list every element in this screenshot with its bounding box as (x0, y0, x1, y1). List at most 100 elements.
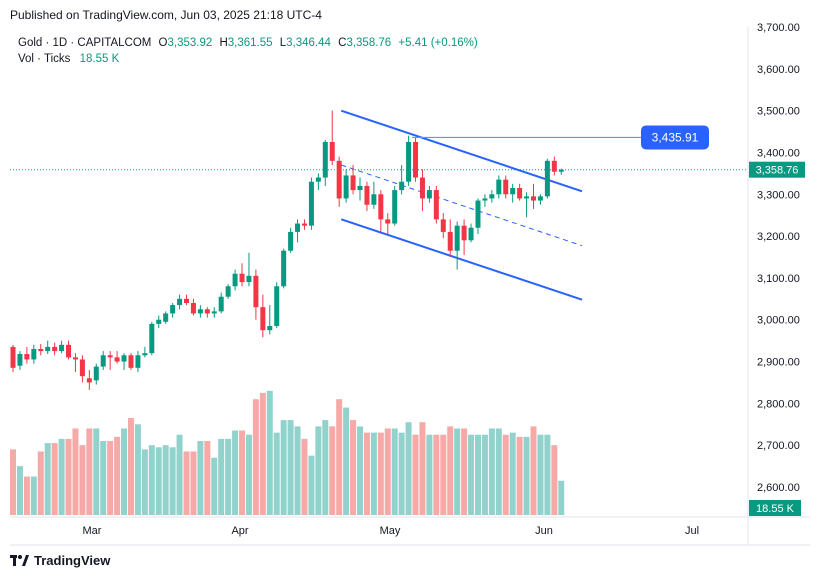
volume-bar (384, 428, 391, 515)
candle-body (426, 190, 432, 199)
low-value: 3,346.44 (286, 37, 331, 49)
y-tick-label: 3,000.00 (757, 315, 800, 327)
volume-bar (343, 407, 350, 515)
annotation-label-box (641, 125, 709, 150)
candle-body (274, 286, 280, 326)
volume-bar (245, 434, 252, 515)
volume-bar (315, 426, 322, 515)
tradingview-logo[interactable]: TradingView (10, 553, 110, 568)
volume-bar (72, 428, 79, 515)
volume-bar (558, 480, 565, 515)
volume-bar (114, 436, 121, 515)
volume-bar (107, 441, 114, 515)
candle-body (551, 160, 557, 172)
candle-body (371, 194, 377, 205)
candle-body (246, 275, 252, 283)
candle-body (149, 323, 155, 354)
candle-body (10, 346, 16, 368)
candle-body (517, 188, 523, 199)
volume-bar (440, 434, 447, 515)
candle-body (496, 179, 502, 195)
volume-bar (544, 434, 551, 515)
volume-bar (100, 441, 107, 515)
x-tick-label: Apr (231, 525, 248, 537)
volume-bar (516, 436, 523, 515)
volume-bar (537, 434, 544, 515)
volume-bar (502, 434, 509, 515)
volume-bar (357, 426, 363, 515)
volume-bar (273, 432, 280, 515)
candle-body (79, 359, 85, 377)
channel-mid-line (341, 164, 583, 247)
channel-upper-line (340, 109, 583, 193)
y-tick-label: 2,900.00 (757, 357, 800, 369)
volume-bar (509, 432, 516, 515)
candle-body (163, 313, 169, 322)
volume-label[interactable]: Vol · Ticks (18, 53, 71, 65)
volume-tag-text: 18.55 K (756, 503, 795, 515)
last-price-tag-text: 3,358.76 (756, 165, 799, 177)
candle-body (142, 353, 148, 356)
volume-bar (391, 428, 398, 515)
candle-body (537, 196, 543, 201)
y-tick-label: 3,600.00 (757, 64, 800, 76)
symbol-label[interactable]: Gold · 1D · CAPITALCOM (18, 37, 152, 49)
close-value: 3,358.76 (346, 37, 392, 49)
volume-row: Vol · Ticks 18.55 K (18, 51, 478, 67)
candle-body (66, 344, 72, 358)
candle-body (253, 275, 259, 308)
volume-bar (447, 426, 454, 515)
volume-bar (461, 428, 468, 515)
candle-body (336, 160, 342, 199)
y-tick-label: 2,600.00 (757, 482, 800, 494)
x-tick-label: May (380, 525, 401, 537)
volume-bar (474, 434, 481, 515)
volume-bar (308, 455, 315, 515)
volume-bar (44, 443, 51, 515)
candle-body (135, 355, 141, 368)
volume-bar (377, 432, 384, 515)
candle-body (128, 355, 134, 368)
volume-bar (488, 428, 495, 515)
candle-body (364, 185, 370, 205)
tradingview-logo-icon (10, 554, 29, 567)
candle-body (281, 250, 287, 287)
candle-body (197, 309, 203, 314)
volume-bar (148, 445, 155, 515)
candle-body (59, 344, 65, 352)
candle-body (45, 346, 51, 352)
high-label: H (219, 37, 228, 49)
volume-bar (336, 399, 343, 515)
volume-bar (204, 441, 211, 515)
volume-bar (322, 420, 329, 515)
candle-body (343, 175, 349, 199)
candle-body (558, 169, 564, 172)
volume-bar (37, 451, 44, 515)
candle-body (239, 273, 245, 283)
candle-body (204, 309, 210, 314)
volume-bar (155, 447, 162, 515)
candle-body (461, 225, 467, 241)
candle-body (225, 286, 231, 297)
candle-body (399, 181, 405, 191)
candle-body (170, 305, 176, 314)
y-tick-label: 2,700.00 (757, 440, 800, 452)
candle-body (211, 311, 217, 314)
candle-body (295, 223, 301, 232)
candle-body (510, 188, 516, 195)
candle-body (31, 349, 37, 360)
volume-bar (287, 420, 294, 515)
volume-bar (169, 447, 176, 515)
volume-bar (523, 436, 530, 515)
volume-bar (58, 438, 65, 515)
candle-body (385, 219, 391, 224)
candle-body (531, 196, 536, 201)
volume-bar (370, 432, 377, 515)
volume-bar (93, 428, 100, 515)
candle-body (38, 349, 44, 352)
volume-bar (294, 426, 301, 515)
x-tick-label: Jun (535, 525, 553, 537)
ohlc-row: Gold · 1D · CAPITALCOM O3,353.92 H3,361.… (18, 35, 478, 51)
candle-body (114, 357, 120, 362)
